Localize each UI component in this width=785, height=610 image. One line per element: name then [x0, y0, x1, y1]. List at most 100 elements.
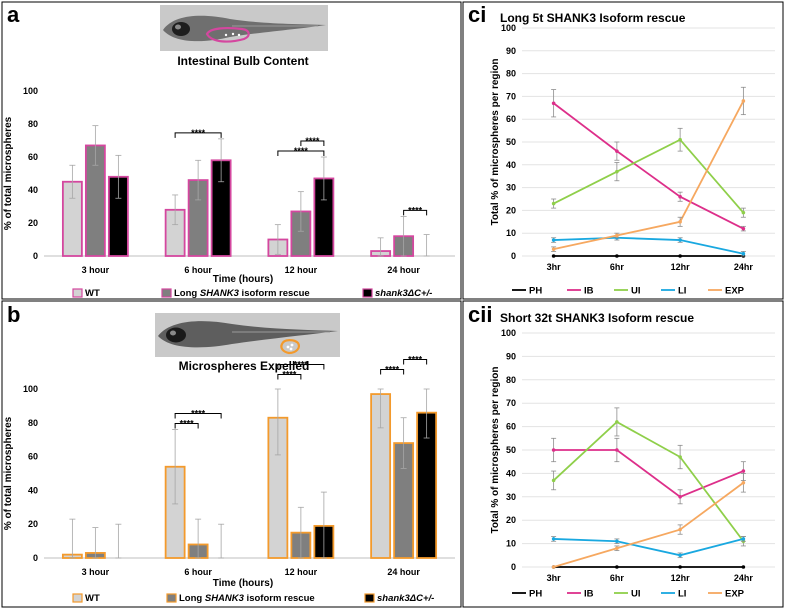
legend-b: WT Long SHANK3 isoform rescue shank3ΔC+/…: [72, 593, 434, 604]
legend-a: WT Long SHANK3 isoform rescue shank3ΔC+/…: [72, 288, 432, 299]
y-tick-10: 10: [506, 539, 516, 549]
x-tick-3hr: 3hr: [547, 573, 562, 583]
significance-bracket-4: [277, 364, 325, 370]
y-tick-80: 80: [506, 69, 516, 79]
point-ib-0: [551, 448, 556, 452]
x-tick-6-hour: 6 hour: [184, 567, 212, 577]
series-line-li: [553, 236, 744, 255]
x-tick-6hr: 6hr: [610, 262, 625, 272]
y-tick-20: 20: [28, 519, 38, 529]
y-tick-60: 60: [28, 452, 38, 462]
legend-label-rescue-a: Long SHANK3 isoform rescue: [174, 288, 310, 299]
x-tick-12-hour: 12 hour: [285, 265, 318, 275]
y-tick-100: 100: [23, 86, 38, 96]
significance-marker-6: ****: [408, 354, 423, 364]
point-ib-2: [678, 495, 682, 499]
y-tick-90: 90: [506, 46, 516, 56]
y-tick-40: 40: [28, 485, 38, 495]
significance-bracket-2: [174, 413, 222, 419]
point-exp-3: [741, 480, 746, 485]
significance-bracket-1: [174, 423, 199, 429]
point-exp-1: [615, 546, 619, 551]
significance-marker-2: ****: [191, 409, 206, 419]
y-tick-60: 60: [506, 114, 516, 124]
image-caption-b: Microspheres Expelled: [179, 359, 310, 373]
point-ui-3: [741, 210, 746, 215]
series-line-ui: [553, 420, 745, 542]
point-ib-3: [741, 469, 746, 473]
x-tick-12hr: 12hr: [671, 262, 691, 272]
x-tick-24-hour: 24 hour: [387, 567, 420, 577]
zebrafish-image-intestinal-bulb: [160, 5, 328, 51]
panel-letter-a: a: [7, 2, 20, 27]
y-tick-40: 40: [28, 185, 38, 195]
point-exp-1: [615, 233, 619, 238]
y-tick-30: 30: [506, 183, 516, 193]
x-tick-24hr: 24hr: [734, 262, 754, 272]
x-tick-3-hour: 3 hour: [82, 265, 110, 275]
point-ph-2: [678, 254, 682, 258]
significance-marker-3: ****: [305, 136, 320, 146]
bar-chart-microspheres-expelled: % of total microspheres Time (hours) 0 20…: [3, 354, 455, 589]
y-tick-0: 0: [33, 553, 38, 563]
point-ib-0: [551, 101, 556, 106]
y-axis-label-b: % of total microspheres: [3, 416, 14, 530]
y-tick-20: 20: [506, 515, 516, 525]
significance-marker-5: ****: [385, 364, 400, 374]
y-tick-80: 80: [506, 375, 516, 385]
significance-bracket-5: [380, 368, 405, 375]
significance-marker-4: ****: [408, 205, 423, 215]
legend-swatch-wt-b: [72, 593, 83, 603]
y-tick-50: 50: [506, 137, 516, 147]
y-tick-40: 40: [506, 468, 516, 478]
point-li-3: [741, 251, 746, 256]
x-tick-12hr: 12hr: [671, 573, 691, 583]
y-tick-100: 100: [501, 23, 516, 33]
x-tick-6-hour: 6 hour: [184, 265, 212, 275]
point-ui-0: [551, 201, 556, 206]
y-tick-80: 80: [28, 119, 38, 129]
panel-ci-frame: [462, 1, 784, 300]
y-tick-30: 30: [506, 492, 516, 502]
point-li-3: [741, 537, 746, 541]
point-ph-1: [615, 565, 619, 569]
x-tick-6hr: 6hr: [610, 573, 625, 583]
significance-bracket-3: [300, 140, 325, 146]
line-chart-long-isoform: Long 5t SHANK3 Isoform rescue Total % of…: [490, 11, 775, 297]
x-tick-12-hour: 12 hour: [285, 567, 318, 577]
significance-bracket-2: [277, 150, 325, 156]
x-axis-label-a: Time (hours): [213, 274, 273, 285]
x-tick-3-hour: 3 hour: [82, 567, 110, 577]
y-axis-label-cii: Total % of microspheres per region: [490, 366, 501, 533]
significance-marker-4: ****: [294, 360, 309, 370]
point-exp-0: [551, 247, 556, 251]
y-tick-100: 100: [23, 384, 38, 394]
legend-swatch-mutant-a: [362, 288, 373, 298]
chart-title-cii: Short 32t SHANK3 Isoform rescue: [500, 311, 694, 325]
point-ui-1: [615, 420, 619, 424]
y-tick-0: 0: [511, 251, 516, 261]
legend-label-exp: EXP: [725, 286, 745, 297]
point-exp-0: [551, 565, 556, 569]
point-exp-2: [678, 527, 682, 532]
y-axis-label-a: % of total microspheres: [3, 116, 14, 230]
point-exp-3: [741, 99, 746, 103]
panel-a-frame: [1, 1, 462, 300]
y-tick-80: 80: [28, 418, 38, 428]
legend-label-ui: UI: [631, 286, 641, 297]
panel-letter-b: b: [7, 302, 20, 327]
legend-label-ph: PH: [529, 286, 542, 297]
image-caption-a: Intestinal Bulb Content: [177, 54, 308, 68]
y-tick-10: 10: [506, 228, 516, 238]
y-tick-70: 70: [506, 398, 516, 408]
point-ui-2: [678, 455, 682, 459]
y-tick-40: 40: [506, 160, 516, 170]
series-line-exp: [553, 482, 744, 568]
significance-marker-2: ****: [294, 146, 309, 156]
legend-label-mutant-a: shank3ΔC+/-: [375, 288, 432, 299]
legend-label-mutant-b: shank3ΔC+/-: [377, 593, 434, 604]
y-tick-20: 20: [28, 218, 38, 228]
x-axis-label-b: Time (hours): [213, 578, 273, 589]
legend-swatch-rescue-a: [161, 288, 172, 298]
point-ui-1: [615, 169, 619, 174]
